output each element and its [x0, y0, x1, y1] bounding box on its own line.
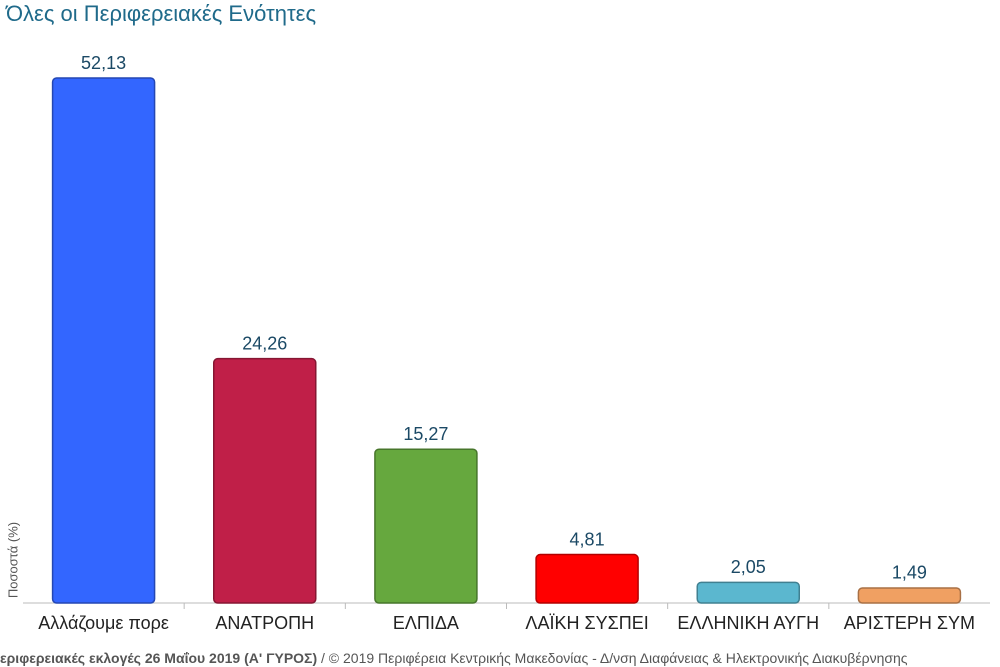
x-tick-label: Αλλάζουμε πορε: [38, 613, 169, 633]
value-label: 52,13: [81, 53, 126, 73]
value-label: 4,81: [570, 529, 605, 549]
value-label: 24,26: [242, 333, 287, 353]
bar: [696, 581, 800, 604]
y-axis-label: Ποσοστά (%): [5, 522, 20, 598]
footer-rest: / © 2019 Περιφέρεια Κεντρικής Μακεδονίας…: [317, 650, 908, 666]
x-tick-label: ΕΛΛΗΝΙΚΗ ΑΥΓΗ: [677, 613, 819, 633]
value-label: 15,27: [403, 424, 448, 444]
bar: [213, 357, 317, 604]
bar: [857, 587, 962, 604]
value-label: 1,49: [892, 563, 927, 583]
chart-title: Όλες οι Περιφερειακές Ενότητες: [5, 1, 316, 26]
x-tick-label: ΑΡΙΣΤΕΡΗ ΣΥΜ: [844, 613, 975, 633]
x-tick-label: ΑΝΑΤΡΟΠΗ: [215, 613, 314, 633]
x-tick-label: ΛΑΪΚΗ ΣΥΣΠΕΙ: [525, 613, 648, 633]
bar: [374, 448, 478, 604]
footer-bold: εριφερειακές εκλογές 26 Μαΐου 2019 (Α' Γ…: [0, 650, 317, 666]
footer: εριφερειακές εκλογές 26 Μαΐου 2019 (Α' Γ…: [0, 650, 908, 666]
value-label: 2,05: [731, 557, 766, 577]
x-tick-label: ΕΛΠΙΔΑ: [393, 613, 459, 633]
bar: [51, 77, 156, 604]
bar: [535, 553, 639, 604]
